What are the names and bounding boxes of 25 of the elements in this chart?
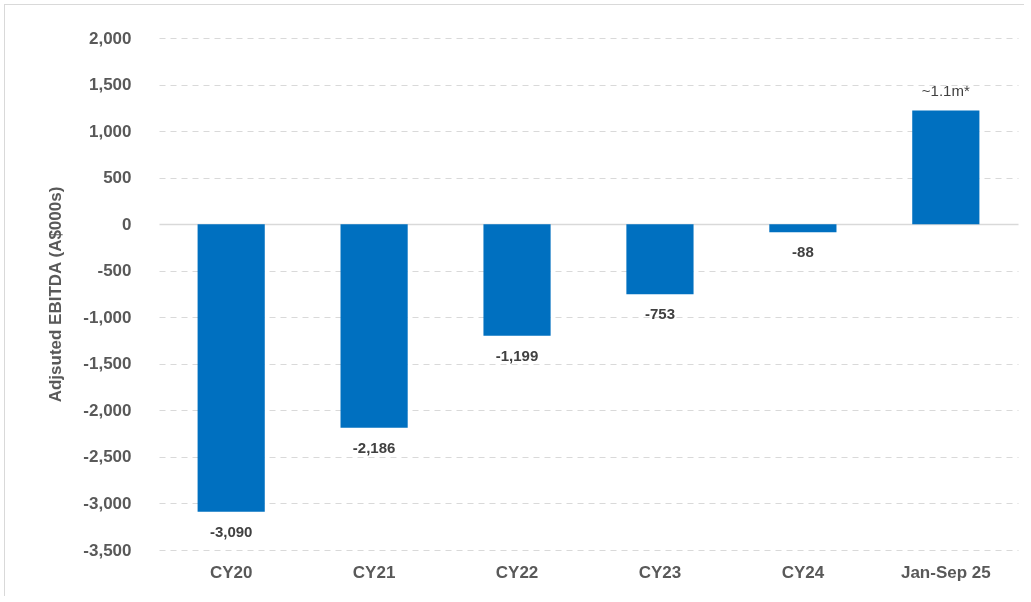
- data-label: -753: [644, 305, 675, 323]
- x-tick-label: Jan-Sep 25: [900, 562, 991, 582]
- data-label: -2,186: [352, 438, 396, 456]
- y-tick-label: 0: [122, 214, 132, 234]
- data-label: -1,199: [495, 346, 539, 364]
- y-tick-label: -500: [97, 261, 132, 281]
- y-tick-label: -1,000: [83, 307, 132, 327]
- y-tick-label: 2,000: [88, 28, 132, 48]
- x-tick-label: CY23: [638, 562, 682, 582]
- y-tick-label: -2,000: [83, 400, 132, 420]
- y-tick-label: -2,500: [83, 447, 132, 467]
- y-tick-label: 500: [103, 168, 132, 188]
- y-tick-label: -3,500: [83, 540, 132, 560]
- x-tick-label: CY21: [352, 562, 396, 582]
- annotation: ~1.1m*: [921, 81, 970, 99]
- data-label: -3,090: [209, 522, 253, 540]
- y-axis-title: Adjsuted EBITDA (A$000s): [46, 186, 66, 403]
- x-tick-label: CY24: [781, 562, 825, 582]
- y-tick-label: 1,500: [88, 75, 132, 95]
- x-tick-label: CY22: [495, 562, 539, 582]
- y-tick-label: 1,000: [88, 121, 132, 141]
- x-tick-label: CY20: [209, 562, 253, 582]
- y-tick-label: -1,500: [83, 354, 132, 374]
- data-label: -88: [792, 243, 814, 261]
- y-tick-label: -3,000: [83, 493, 132, 513]
